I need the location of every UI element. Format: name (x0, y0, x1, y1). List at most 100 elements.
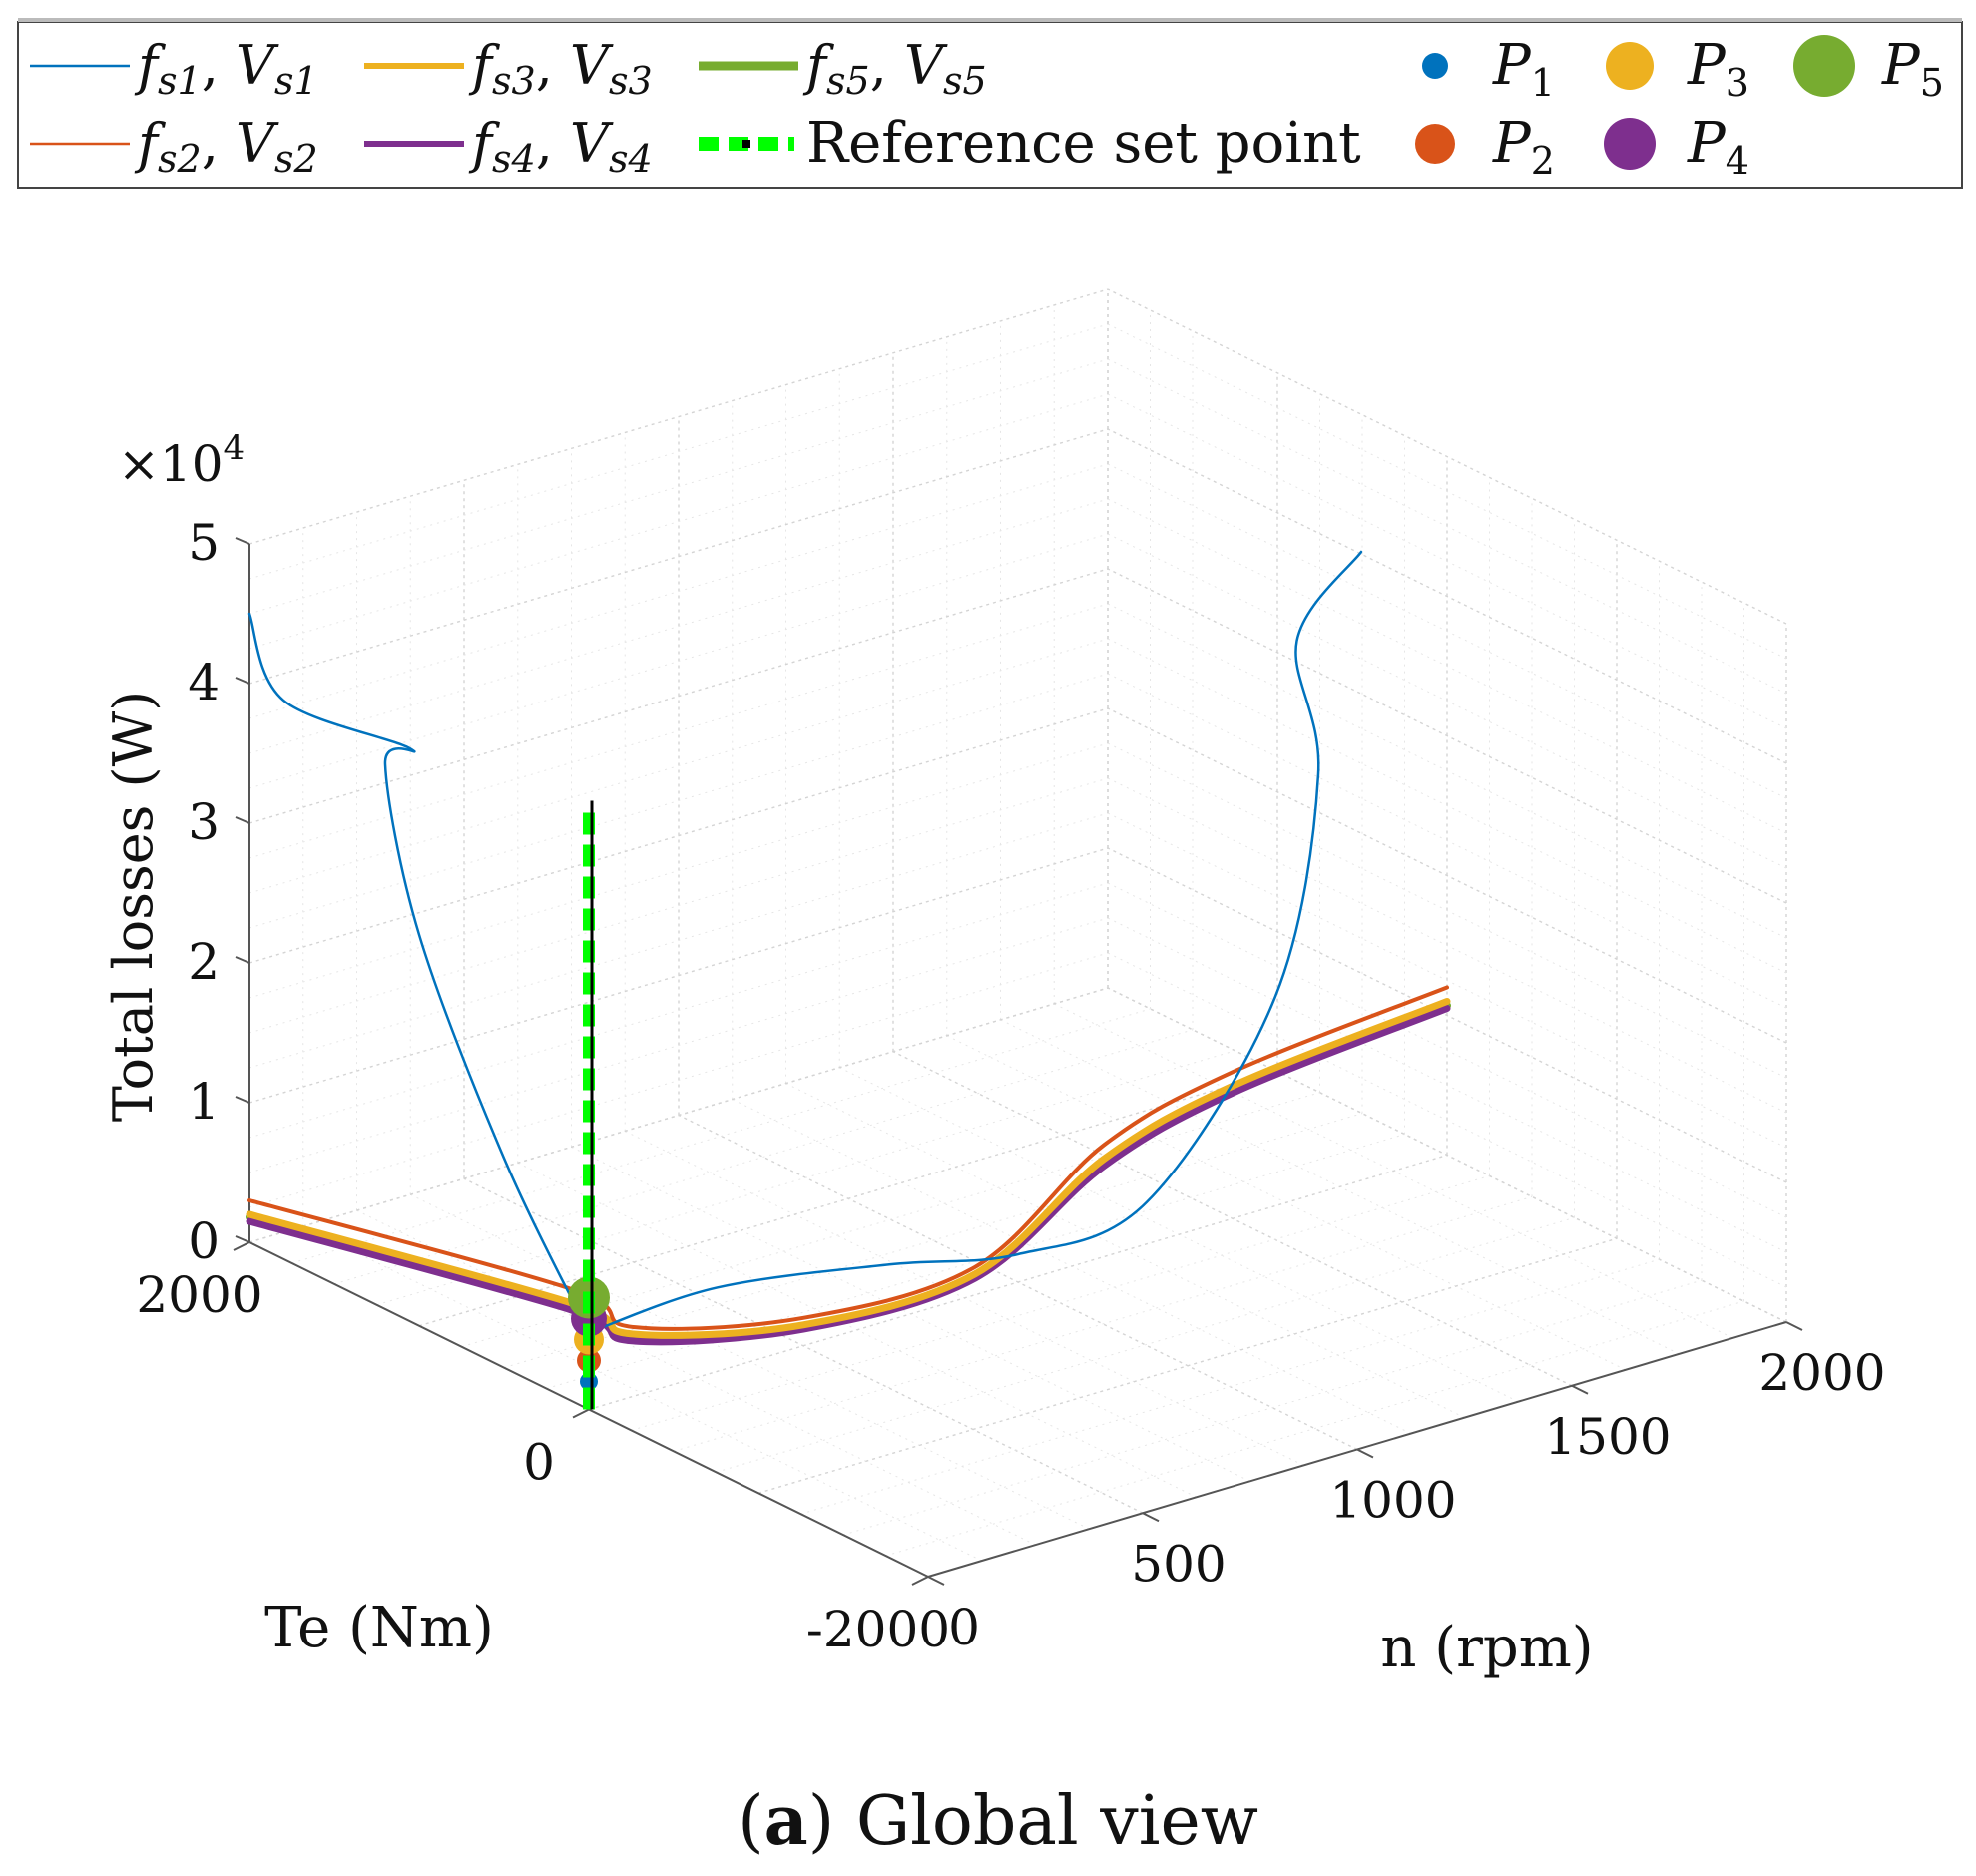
grid-line (885, 1300, 1744, 1557)
z-tick-label: 0 (188, 1212, 220, 1270)
z-multiplier: ×104 (118, 428, 245, 493)
te-tick-mark (233, 1241, 250, 1251)
grid-line (248, 742, 1109, 999)
grid-line (1107, 952, 1787, 1288)
z-tick-label: 2 (188, 933, 220, 991)
grid-line (503, 1113, 1363, 1369)
z-multiplier-exp: 4 (224, 428, 246, 468)
grid-line (716, 1216, 1575, 1473)
n-tick-mark (1785, 1321, 1803, 1331)
legend-label-point: P3 (1687, 33, 1749, 105)
grid-line (248, 323, 1109, 580)
grid-line (248, 358, 1109, 615)
svg-text:×104: ×104 (118, 428, 245, 493)
n-tick-label: 500 (1131, 1535, 1226, 1593)
grid-line (1107, 533, 1787, 869)
grid-lines (248, 288, 1787, 1578)
grid-line (1107, 917, 1787, 1253)
te-tick-mark (572, 1408, 590, 1419)
grid-line (1107, 707, 1787, 1044)
n-tick-label: 2000 (1758, 1344, 1885, 1402)
grid-line (248, 533, 1109, 789)
z-tick-mark (235, 956, 250, 964)
z-multiplier-base: ×10 (118, 435, 224, 493)
n-tick-mark (1571, 1384, 1589, 1395)
z-tick-mark (235, 537, 250, 545)
legend-label: fs1, Vs1 (134, 34, 318, 103)
grid-line (588, 1154, 1448, 1411)
grid-line (248, 463, 1109, 719)
grid-line (248, 638, 1109, 894)
series-line-fs1-vs1 (587, 550, 1363, 1334)
grid-line (1107, 882, 1787, 1218)
legend-label: fs4, Vs4 (468, 112, 653, 181)
z-tick-label: 4 (188, 654, 220, 711)
legend-marker-p5 (1793, 35, 1855, 97)
grid-line (248, 812, 1109, 1069)
series-line-fs3-vs3 (246, 998, 1451, 1339)
grid-line (1107, 638, 1787, 974)
caption-text: Global view (856, 1782, 1258, 1861)
grid-line (248, 428, 1109, 685)
grid-line (1107, 323, 1787, 660)
grid-line (248, 673, 1109, 929)
z-tick-mark (235, 816, 250, 824)
grid-line (1107, 847, 1787, 1183)
grid-line (1107, 463, 1787, 799)
legend-marker-p4 (1604, 118, 1656, 170)
grid-line (248, 987, 1109, 1243)
te-tick-label: 0 (523, 1434, 555, 1492)
te-axis-label: Te (Nm) (264, 1596, 494, 1660)
legend-swatch-reference-core (742, 140, 750, 148)
z-tick-mark (235, 1096, 250, 1104)
grid-line (1107, 393, 1787, 729)
legend-label-point: P2 (1492, 111, 1555, 183)
grid-line (248, 847, 1109, 1104)
series-line-fs1-vs1-torque-sweep- (247, 612, 591, 1334)
grid-line (1107, 673, 1787, 1009)
grid-line (1107, 777, 1787, 1114)
grid-line (248, 498, 1109, 754)
n-tick-mark (927, 1576, 945, 1586)
reference-layer (583, 800, 595, 1410)
z-axis-label: Total losses (W) (102, 691, 165, 1122)
grid-line (248, 707, 1109, 964)
grid-line (1107, 812, 1787, 1149)
grid-line (248, 288, 1109, 545)
grid-line (1107, 288, 1787, 625)
legend-label: fs3, Vs3 (468, 34, 653, 103)
grid-line (291, 1008, 1151, 1264)
grid-line (461, 1092, 1320, 1348)
n-tick-label: 1500 (1544, 1408, 1671, 1466)
z-tick-label: 1 (188, 1073, 220, 1131)
legend-label-point: P4 (1687, 111, 1749, 183)
n-tick-mark (1356, 1448, 1374, 1459)
caption-label: a (764, 1781, 808, 1861)
grid-line (248, 882, 1109, 1139)
grid-line (1107, 498, 1787, 834)
te-tick-mark (911, 1576, 929, 1586)
grid-line (248, 952, 1109, 1208)
legend-label-reference: Reference set point (806, 111, 1361, 176)
grid-line (1107, 568, 1787, 904)
z-tick-mark (235, 1235, 250, 1243)
n-axis-label: n (rpm) (1380, 1616, 1593, 1680)
legend-marker-p1 (1422, 53, 1448, 79)
grid-line (800, 1258, 1660, 1515)
grid-line (673, 1195, 1533, 1452)
grid-line (842, 1279, 1703, 1536)
grid-line (418, 1071, 1278, 1327)
n-tick-label: 0 (948, 1599, 980, 1656)
grid-line (376, 1050, 1235, 1306)
grid-line (248, 603, 1109, 859)
grid-line (248, 917, 1109, 1173)
grid-line (248, 777, 1109, 1034)
te-tick-label: 2000 (136, 1266, 262, 1324)
legend-marker-p2 (1415, 124, 1455, 164)
grid-line (1107, 358, 1787, 695)
z-tick-label: 5 (188, 514, 220, 572)
z-tick-mark (235, 677, 250, 685)
